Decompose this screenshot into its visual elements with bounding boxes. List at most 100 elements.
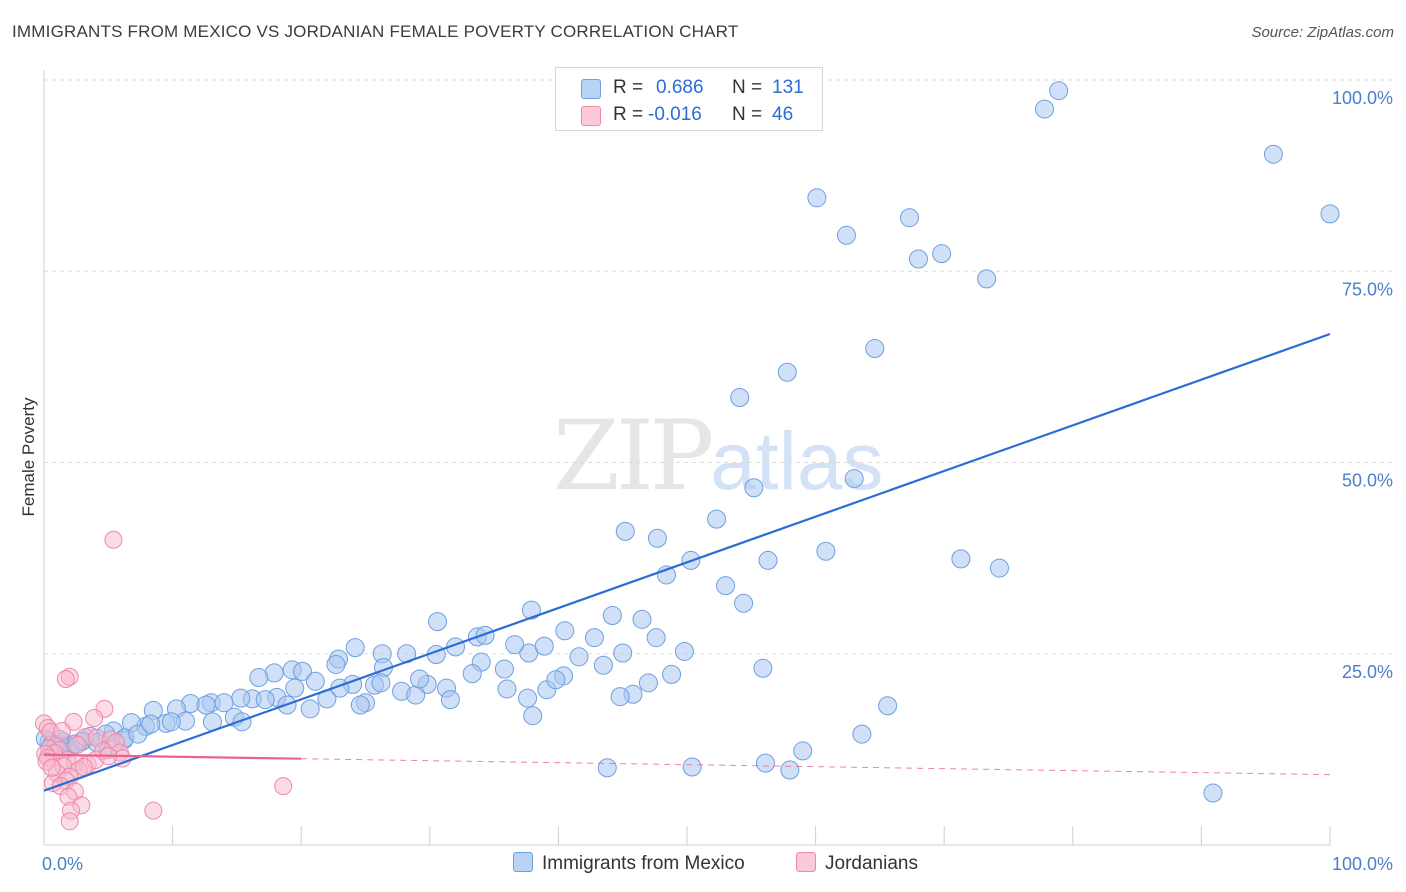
point-immigrants-from-mexico [494,659,514,679]
point-jordanians [68,735,87,754]
legend-r-value: -0.016 [648,104,702,125]
trendline-jordanians-solid [43,753,302,760]
point-immigrants-from-mexico [793,741,813,761]
point-immigrants-from-mexico [744,478,764,498]
point-immigrants-from-mexico [1035,99,1055,119]
point-immigrants-from-mexico [546,670,566,690]
y-tick-label: 50.0% [1342,471,1393,491]
point-immigrants-from-mexico [758,550,778,570]
point-immigrants-from-mexico [844,469,864,489]
point-immigrants-from-mexico [569,647,589,667]
point-immigrants-from-mexico [1203,783,1223,803]
point-immigrants-from-mexico [462,664,482,684]
y-tick-label: 100.0% [1332,88,1393,108]
x-tick-label-end: 100.0% [1332,854,1393,874]
point-immigrants-from-mexico [730,387,750,407]
point-immigrants-from-mexico [780,760,800,780]
source-credit: Source: ZipAtlas.com [1251,24,1394,41]
point-immigrants-from-mexico [899,208,919,228]
point-immigrants-from-mexico [523,706,543,726]
point-immigrants-from-mexico [674,641,694,661]
point-jordanians [74,757,93,776]
point-immigrants-from-mexico [584,628,604,648]
watermark: ZIPatlas [553,400,883,512]
point-jordanians [56,669,75,688]
point-immigrants-from-mexico [534,636,554,656]
point-jordanians [274,777,293,796]
point-immigrants-from-mexico [1263,144,1283,164]
point-immigrants-from-mexico [878,696,898,716]
point-immigrants-from-mexico [682,757,702,777]
legend-r-value: 0.686 [656,77,704,98]
bottom-legend-label: Immigrants from Mexico [542,853,745,874]
point-immigrants-from-mexico [428,612,448,632]
point-jordanians [85,709,104,728]
trendline-immigrants-from-mexico [43,332,1331,792]
point-immigrants-from-mexico [610,687,630,707]
point-immigrants-from-mexico [734,593,754,613]
point-immigrants-from-mexico [249,667,269,687]
point-immigrants-from-mexico [908,249,928,269]
point-immigrants-from-mexico [932,244,952,264]
point-immigrants-from-mexico [836,225,856,245]
point-immigrants-from-mexico [406,685,426,705]
point-immigrants-from-mexico [505,635,525,655]
point-immigrants-from-mexico [593,655,613,675]
point-immigrants-from-mexico [371,673,391,693]
legend-r-label: R = [613,104,644,125]
point-immigrants-from-mexico [951,549,971,569]
legend-swatch-blue [581,79,601,99]
point-immigrants-from-mexico [638,673,658,693]
trendline-jordanians-dashed [301,758,1331,776]
point-immigrants-from-mexico [1320,204,1340,224]
point-immigrants-from-mexico [345,638,365,658]
point-immigrants-from-mexico [350,695,370,715]
point-immigrants-from-mexico [128,724,148,744]
point-immigrants-from-mexico [602,606,622,625]
point-immigrants-from-mexico [662,664,682,684]
x-tick-label-start: 0.0% [42,854,83,874]
point-immigrants-from-mexico [161,712,181,732]
legend-n-value: 131 [772,77,804,98]
point-immigrants-from-mexico [497,679,517,699]
y-tick-label: 25.0% [1342,662,1393,682]
legend-n-value: 46 [772,104,794,125]
point-immigrants-from-mexico [852,724,872,744]
bottom-legend-mexico: Immigrants from Mexico [513,852,745,875]
point-immigrants-from-mexico [615,521,635,541]
point-immigrants-from-mexico [865,339,885,359]
trend-lines [43,332,1331,792]
point-immigrants-from-mexico [613,643,633,663]
point-immigrants-from-mexico [255,690,275,710]
bottom-legend-swatch-pink [796,852,816,872]
point-immigrants-from-mexico [777,362,797,382]
point-immigrants-from-mexico [807,188,827,208]
legend-row-mexico: R = 0.686 N = 131 [556,74,822,102]
legend-swatch-pink [581,106,601,126]
point-immigrants-from-mexico [597,758,617,778]
point-immigrants-from-mexico [646,628,666,648]
point-immigrants-from-mexico [647,528,667,548]
legend-n-label: N = [732,104,763,125]
point-immigrants-from-mexico [1049,81,1069,101]
point-immigrants-from-mexico [555,621,575,641]
point-immigrants-from-mexico [300,699,320,719]
chart-title: IMMIGRANTS FROM MEXICO VS JORDANIAN FEMA… [12,22,739,41]
tick-labels: 25.0% 50.0% 75.0% 100.0% 0.0% 100.0% [42,88,1393,874]
point-immigrants-from-mexico [521,600,541,620]
watermark-zip: ZIP [553,400,714,512]
point-immigrants-from-mexico [632,609,652,629]
y-tick-label: 75.0% [1342,279,1393,299]
point-jordanians [60,812,79,831]
legend-n-label: N = [732,77,763,98]
point-immigrants-from-mexico [716,576,736,596]
point-jordanians [104,530,123,549]
point-immigrants-from-mexico [141,714,161,734]
point-jordanians [42,758,61,777]
point-immigrants-from-mexico [232,712,252,732]
point-immigrants-from-mexico [305,671,325,691]
point-immigrants-from-mexico [410,669,430,689]
legend: R = 0.686 N = 131 R = -0.016 N = 46 [555,67,823,131]
point-immigrants-from-mexico [977,269,997,289]
